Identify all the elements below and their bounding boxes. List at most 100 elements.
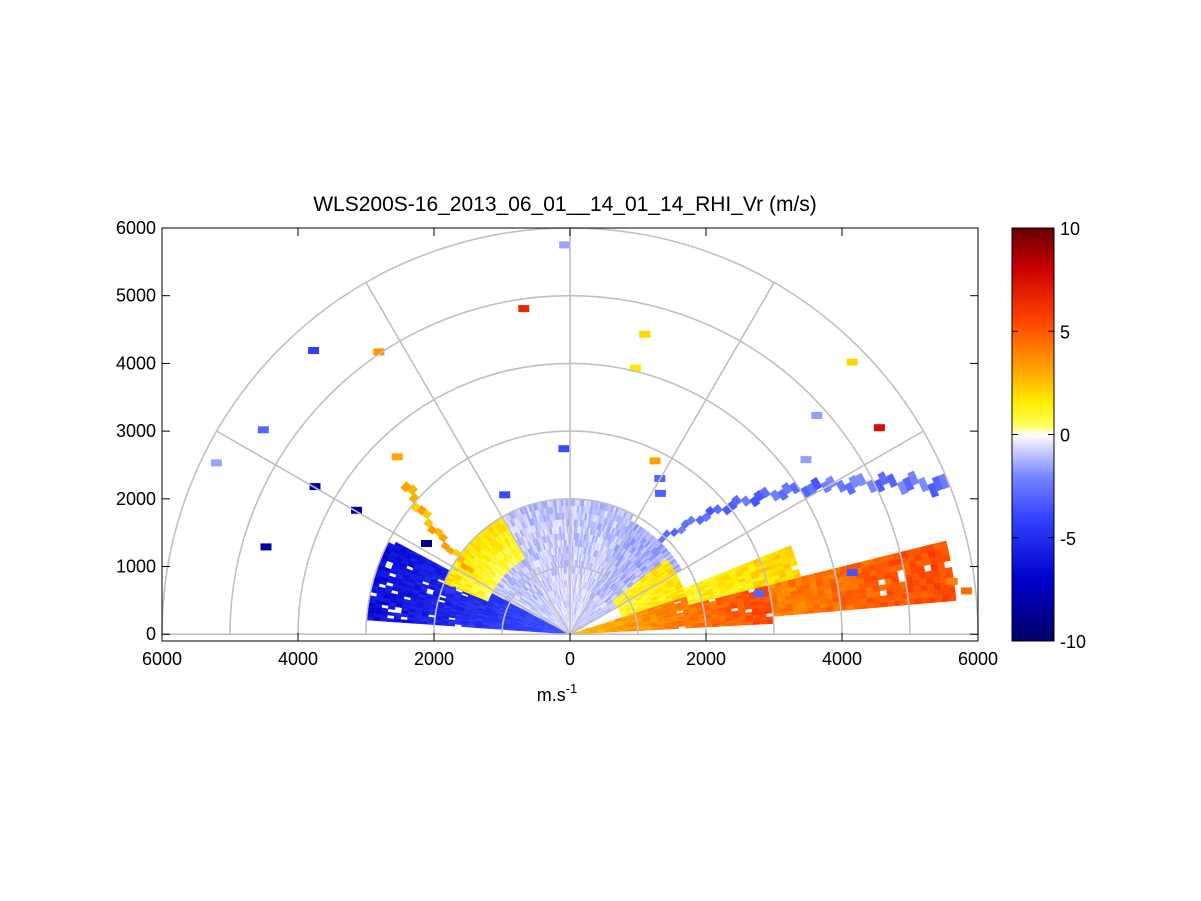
data-point	[351, 506, 362, 514]
near-center-faint-cell	[574, 498, 578, 507]
data-point	[210, 459, 222, 467]
y-tick-label: 1000	[116, 557, 156, 577]
left-orange-band-cell	[440, 541, 451, 551]
x-tick-label: 2000	[686, 649, 726, 669]
data-point	[309, 483, 321, 491]
near-right-yellow-cell	[660, 558, 669, 566]
right-blue-band-far-cell	[848, 474, 861, 489]
colorbar-tick-label: 5	[1060, 322, 1070, 342]
data-point	[654, 489, 666, 497]
data-point	[946, 577, 958, 585]
y-axis-ticks: 0 1000 2000 3000 4000 5000 6000	[116, 218, 978, 644]
right-positive-far-cell	[894, 599, 903, 607]
near-left-negative-cell	[447, 623, 456, 627]
right-positive-far-cell	[912, 578, 921, 587]
colorbar: 10 5 0 -5 -10	[1011, 219, 1086, 652]
right-positive-far-cell	[920, 590, 929, 598]
right-positive-far-cell	[934, 588, 943, 597]
right-positive-far-cell	[927, 589, 936, 597]
near-left-negative-cell	[379, 617, 388, 622]
left-orange-band-cell	[445, 546, 455, 556]
y-tick-label: 4000	[116, 353, 156, 373]
data-point	[373, 348, 385, 356]
right-positive-far-cell	[886, 588, 895, 596]
near-left-negative-cell	[413, 620, 422, 625]
right-blue-band-upper-cell	[705, 505, 716, 517]
right-yellow-band-cell	[791, 568, 801, 575]
right-positive-far-cell	[867, 602, 876, 609]
data-point	[308, 347, 320, 354]
right-positive-far-cell	[944, 566, 954, 576]
x-tick-label: 2000	[414, 649, 454, 669]
right-blue-band-upper-cell	[810, 476, 823, 491]
right-blue-band-far-cell	[877, 471, 890, 486]
data-point	[649, 457, 661, 465]
azimuth-spoke	[216, 430, 571, 635]
right-positive-far-cell	[933, 582, 942, 590]
y-tick-label: 6000	[116, 218, 156, 238]
x-tick-label: 0	[565, 649, 575, 669]
right-positive-far-cell	[892, 587, 901, 595]
x-tick-label: 4000	[822, 649, 862, 669]
right-positive-core-cell	[745, 611, 753, 617]
data-point	[960, 587, 972, 595]
colorbar-tick-label: -10	[1060, 632, 1086, 652]
right-blue-band-upper-cell	[686, 515, 697, 526]
right-blue-band-far-cell	[855, 472, 867, 487]
x-axis-label: m.s-1	[537, 681, 578, 705]
near-left-negative-cell	[434, 622, 442, 626]
right-blue-band-upper-cell	[759, 486, 771, 499]
data-point	[559, 241, 571, 249]
data-point	[639, 330, 651, 338]
right-positive-core-cell	[766, 619, 774, 625]
right-positive-far-cell	[893, 593, 902, 601]
near-left-negative-cell	[386, 618, 395, 623]
right-positive-far-cell	[926, 583, 935, 591]
data-point	[846, 569, 858, 577]
y-tick-label: 3000	[116, 421, 156, 441]
right-blue-band-far-cell	[885, 473, 898, 488]
x-tick-label: 4000	[278, 649, 318, 669]
right-positive-far-cell	[924, 570, 933, 579]
right-positive-far-cell	[940, 587, 949, 596]
data-point	[558, 445, 570, 453]
right-blue-band-far-cell	[917, 476, 930, 493]
near-left-negative-cell	[481, 626, 489, 629]
right-positive-core-cell	[766, 616, 774, 621]
right-blue-band-far-cell	[825, 475, 837, 489]
right-positive-far-cell	[880, 595, 889, 602]
right-yellow-band-cell	[784, 545, 793, 552]
y-tick-label: 2000	[116, 489, 156, 509]
right-positive-far-cell	[847, 604, 855, 611]
near-left-negative-cell	[474, 625, 483, 629]
right-positive-far-cell	[874, 601, 882, 608]
near-left-negative-cell	[387, 611, 395, 617]
right-positive-far-cell	[866, 596, 875, 604]
near-left-negative-cell	[400, 613, 409, 618]
near-center-faint-cell	[574, 505, 578, 513]
right-blue-band-upper-cell	[731, 494, 743, 506]
x-tick-label: 6000	[958, 649, 998, 669]
right-blue-band-upper-cell	[781, 482, 793, 495]
data-point	[391, 453, 403, 461]
data-point	[444, 586, 456, 594]
x-axis-ticks: 6000 4000 2000 0 2000 4000 6000	[142, 228, 998, 669]
near-left-negative-cell	[406, 619, 415, 624]
data-point	[800, 456, 812, 464]
polar-grid	[161, 227, 979, 636]
right-positive-far-cell	[947, 586, 956, 595]
right-blue-band-upper-cell	[695, 515, 706, 526]
y-tick-label: 0	[146, 624, 156, 644]
right-positive-far-cell	[873, 596, 882, 603]
near-left-negative-cell	[373, 616, 381, 622]
near-center-faint-cell	[571, 512, 575, 520]
right-blue-band-far-cell	[835, 479, 848, 493]
right-positive-far-cell	[887, 600, 896, 607]
right-positive-far-cell	[853, 603, 862, 610]
right-positive-far-cell	[859, 597, 868, 605]
chart-title: WLS200S-16_2013_06_01__14_01_14_RHI_Vr (…	[313, 193, 817, 216]
data-point	[421, 540, 432, 547]
azimuth-spoke	[569, 282, 775, 635]
right-blue-band-far-cell	[907, 470, 920, 486]
colorbar-gradient	[1012, 228, 1054, 641]
